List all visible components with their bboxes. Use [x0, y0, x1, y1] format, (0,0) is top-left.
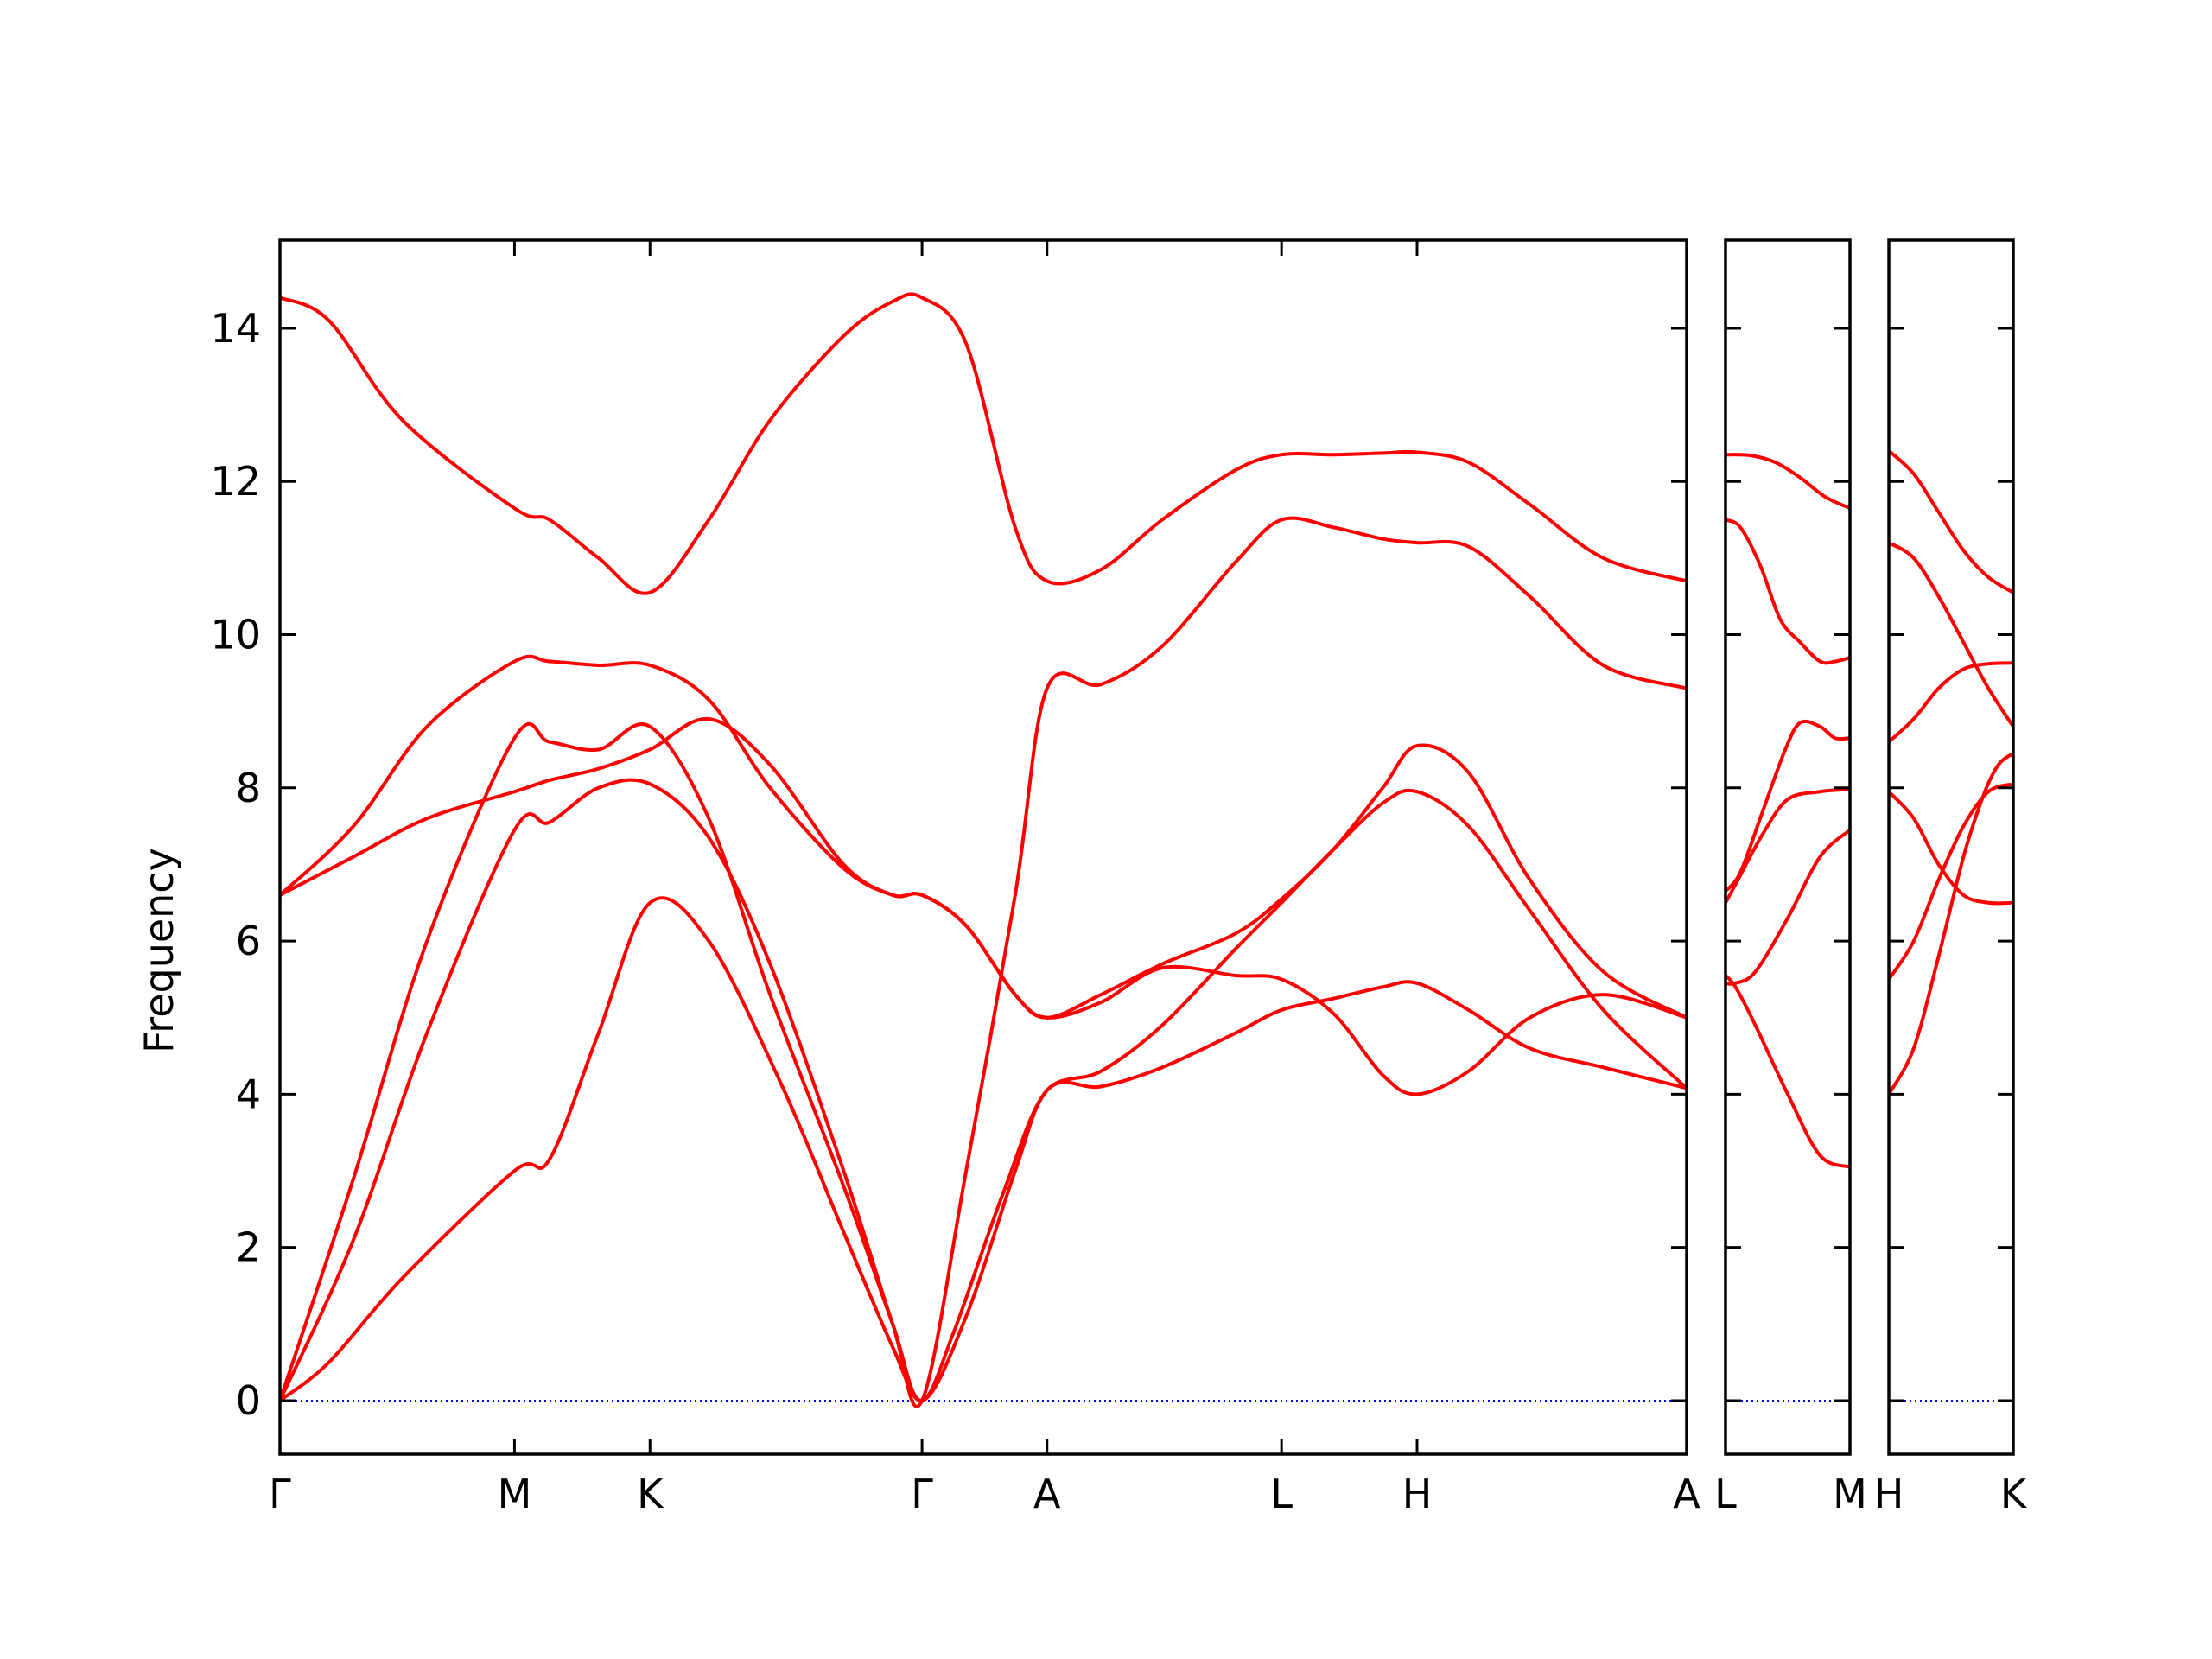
x-tick-label: H [1874, 1471, 1904, 1517]
phonon-band-1 [280, 896, 1687, 1402]
y-tick-label: 4 [236, 1071, 261, 1117]
x-tick-label: L [1714, 1471, 1737, 1517]
band-group [1726, 453, 1850, 1169]
phonon-band-4 [280, 717, 1687, 1020]
phonon-band-2 [1726, 828, 1850, 986]
y-tick-label: 6 [236, 918, 261, 964]
phonon-band-5 [1889, 541, 2013, 728]
phonon-band-4 [1726, 719, 1850, 893]
x-tick-label: A [1033, 1471, 1061, 1517]
phonon-band-1 [1889, 751, 2013, 1096]
y-tick-label: 10 [210, 612, 261, 658]
y-tick-label: 8 [236, 765, 261, 811]
band-group [1889, 448, 2013, 1096]
phonon-band-3 [1889, 790, 2013, 906]
x-tick-label: A [1673, 1471, 1700, 1517]
phonon-band-3 [1726, 787, 1850, 905]
y-tick-label: 0 [236, 1377, 261, 1424]
y-tick-label: 2 [236, 1224, 261, 1271]
phonon-band-5 [1726, 518, 1850, 665]
x-tick-label: Γ [269, 1471, 291, 1517]
phonon-band-1 [1726, 973, 1850, 1169]
phonon-band-4 [1889, 661, 2013, 744]
phonon-band-6 [1889, 448, 2013, 594]
panel-frame [1724, 238, 1852, 1456]
y-tick-label: 14 [210, 305, 261, 352]
x-tick-label: H [1402, 1471, 1433, 1517]
x-tick-label: L [1270, 1471, 1293, 1517]
panel-frame [278, 238, 1688, 1456]
x-tick-label: M [498, 1471, 532, 1517]
panel-1: 0 2 4 6 8 10 12 14 Γ M K Γ A L H A [210, 238, 1700, 1517]
phonon-band-6 [280, 292, 1687, 595]
phonon-band-2 [280, 516, 1687, 1408]
phonon-band-6 [1726, 453, 1850, 511]
x-tick-label: M [1833, 1471, 1867, 1517]
phonon-band-5 [280, 654, 1687, 1096]
band-group [280, 292, 1687, 1408]
x-tick-label: K [2000, 1471, 2028, 1517]
panel-frame [1887, 238, 2015, 1456]
x-tick-label: Γ [911, 1471, 933, 1517]
x-tick-label: K [637, 1471, 664, 1517]
phonon-band-2 [1889, 782, 2013, 982]
y-tick-label: 12 [210, 458, 261, 505]
phonon-band-3 [280, 721, 1687, 1402]
y-axis-label: Frequency [136, 848, 182, 1053]
